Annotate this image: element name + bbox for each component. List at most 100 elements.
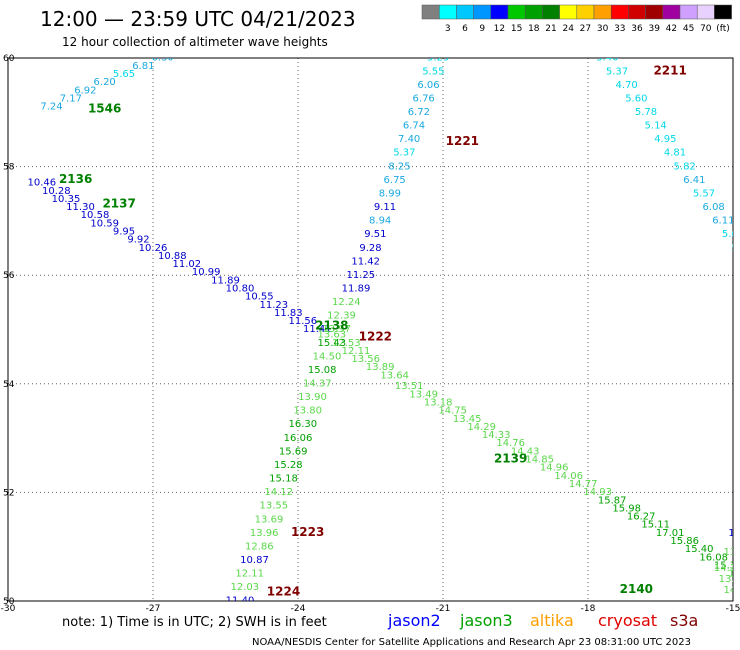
swh-value: 10.28 xyxy=(42,186,71,197)
swh-value: 14.76 xyxy=(496,438,525,449)
swh-value: 14.85 xyxy=(525,455,554,466)
x-tick-label: -18 xyxy=(581,604,596,614)
swh-value: 5.65 xyxy=(113,69,135,80)
pass-time-label: 2140 xyxy=(620,582,653,596)
swh-value: 16.30 xyxy=(289,419,318,430)
color-swatch xyxy=(714,4,732,20)
swh-value: 6.81 xyxy=(132,61,154,72)
swh-value: 10.58 xyxy=(81,210,110,221)
swh-value: 14.77 xyxy=(569,479,598,490)
swh-value: 15.87 xyxy=(598,495,627,506)
color-swatch xyxy=(679,4,698,20)
swh-value: 10.59 xyxy=(90,218,119,229)
color-swatch xyxy=(438,4,457,20)
swh-value: 5.82 xyxy=(674,161,696,172)
swh-value: 10.46 xyxy=(28,178,57,189)
swh-value: 9.95 xyxy=(113,226,135,237)
swh-value: 13.89 xyxy=(366,362,395,373)
color-scale-label: 70 xyxy=(700,24,712,34)
swh-value: 11.25 xyxy=(347,270,376,281)
swh-value: 13.64 xyxy=(380,370,409,381)
color-swatch xyxy=(662,4,681,20)
satellite-name-cryosat: cryosat xyxy=(598,611,657,630)
swh-value: 15.18 xyxy=(269,474,298,485)
swh-value: 5.65 xyxy=(722,229,740,240)
swh-value: 9.51 xyxy=(364,229,386,240)
pass-time-label: 1546 xyxy=(88,101,121,115)
swh-value: 5.60 xyxy=(625,93,647,104)
x-tick-label: -30 xyxy=(1,604,16,614)
swh-value: 14.29 xyxy=(467,422,496,433)
footer-text: NOAA/NESDIS Center for Satellite Applica… xyxy=(252,637,691,648)
swh-value: 15.40 xyxy=(685,544,714,555)
pass-time-label: 2139 xyxy=(494,452,527,466)
satellite-name-jason2: jason2 xyxy=(387,611,441,630)
color-swatch xyxy=(490,4,509,20)
swh-value: 5.37 xyxy=(606,66,628,77)
y-tick-label: 58 xyxy=(3,163,15,173)
y-tick-label: 50 xyxy=(3,597,15,607)
pass-time-label: 1222 xyxy=(359,329,392,343)
swh-value: 13.30 xyxy=(719,574,740,585)
color-scale-label: 27 xyxy=(580,24,591,34)
y-tick-label: 54 xyxy=(3,380,15,390)
swh-value: 13.80 xyxy=(293,406,322,417)
swh-value: 14.43 xyxy=(511,446,540,457)
swh-value: 5.37 xyxy=(393,148,415,159)
swh-value: 10.88 xyxy=(158,251,187,262)
x-tick-label: -21 xyxy=(436,604,451,614)
swh-value: 13.63 xyxy=(318,330,347,341)
swh-value: 6.08 xyxy=(703,202,725,213)
swh-value: 15.43 xyxy=(318,338,347,349)
swh-value: 13.51 xyxy=(395,381,424,392)
swh-value: 5.59 xyxy=(587,39,609,50)
swh-value: 10.99 xyxy=(192,267,221,278)
swh-value: 16.08 xyxy=(699,552,728,563)
color-scale-label: 6 xyxy=(462,24,468,34)
swh-value: 15.98 xyxy=(612,503,641,514)
swh-value: 13.49 xyxy=(409,389,438,400)
swh-value: 14.12 xyxy=(264,487,293,498)
x-tick-label: -15 xyxy=(726,604,740,614)
swh-value: 5.14 xyxy=(645,121,667,132)
swh-value: 5.57 xyxy=(693,188,715,199)
x-tick-label: -24 xyxy=(291,604,306,614)
swh-value: 11.02 xyxy=(173,259,202,270)
pass-time-label: 1221 xyxy=(446,134,479,148)
pass-time-label: 1224 xyxy=(267,585,300,599)
color-swatch xyxy=(628,4,646,20)
swh-value: 12.24 xyxy=(332,297,361,308)
swh-value: 7.40 xyxy=(398,134,420,145)
swh-value: 10.26 xyxy=(139,243,168,254)
color-scale-legend: 3 6 9 12 15 18 21 24 27 30 33 36 39 42 45 70 (ft) xyxy=(421,4,732,34)
swh-value: 9.92 xyxy=(127,235,149,246)
swh-value: 11.23 xyxy=(260,300,289,311)
swh-value: 15.86 xyxy=(670,536,699,547)
color-scale-label: 3 xyxy=(445,24,451,34)
swh-value: 14.93 xyxy=(583,487,612,498)
swh-value: 6.06 xyxy=(417,80,439,91)
swh-value: 13.56 xyxy=(351,354,380,365)
swh-value: 12.39 xyxy=(327,311,356,322)
swh-value: 6.30 xyxy=(152,53,174,64)
swh-value: 9.28 xyxy=(359,243,381,254)
color-scale-label: 33 xyxy=(614,24,625,34)
swh-value: 14.37 xyxy=(303,379,332,390)
swh-value: 13.45 xyxy=(453,414,482,425)
swh-value: 15.08 xyxy=(308,365,337,376)
swh-value: 13.96 xyxy=(250,528,279,539)
swh-value: 8.99 xyxy=(379,188,401,199)
swh-value: 12.86 xyxy=(245,541,274,552)
map-plot-area: -30 -27 -24 -21 -18 -155052545658607.247.176.… xyxy=(1,39,740,614)
swh-value: 5.79 xyxy=(732,243,740,254)
swh-value: 6.72 xyxy=(408,107,430,118)
swh-value: 15.28 xyxy=(274,460,303,471)
pass-time-label: 2138 xyxy=(315,319,348,333)
swh-value: 13.90 xyxy=(298,392,327,403)
color-scale-label: 42 xyxy=(666,24,677,34)
swh-value: 13.72 xyxy=(728,569,740,580)
swh-value: 8.25 xyxy=(388,161,410,172)
swh-value: 12.03 xyxy=(231,582,260,593)
swh-value: 11.89 xyxy=(342,283,371,294)
